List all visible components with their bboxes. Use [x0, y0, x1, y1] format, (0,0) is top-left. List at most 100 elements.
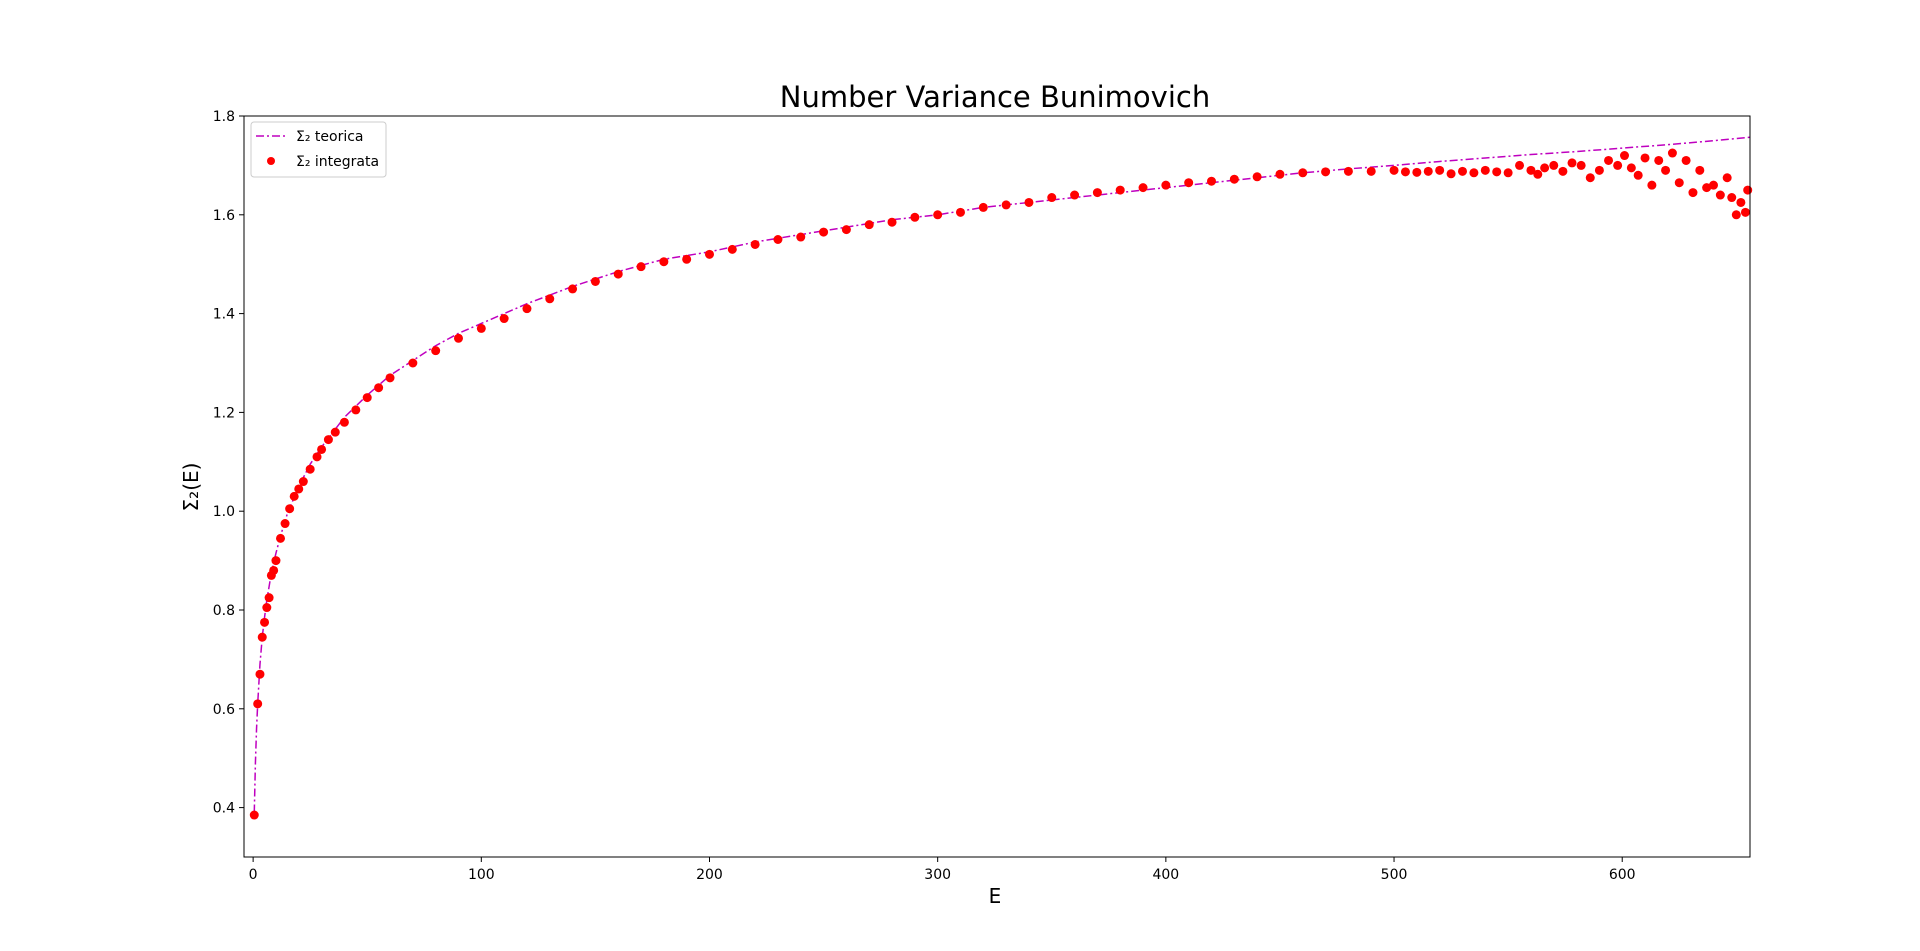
x-tick-label: 400: [1152, 867, 1179, 883]
x-tick-label: 0: [249, 867, 258, 883]
x-tick-label: 100: [468, 867, 495, 883]
data-point: [271, 556, 281, 566]
y-tick-label: 1.8: [213, 109, 235, 125]
data-point: [298, 477, 308, 487]
data-point: [1389, 165, 1399, 175]
data-point: [1252, 172, 1262, 182]
data-point: [323, 435, 333, 445]
data-point: [1047, 193, 1057, 203]
data-point: [1184, 178, 1194, 188]
data-point: [255, 669, 265, 679]
data-point: [1681, 155, 1691, 165]
data-point: [1503, 168, 1513, 178]
data-point: [1457, 166, 1467, 176]
data-point: [249, 810, 259, 820]
data-point: [1576, 160, 1586, 170]
data-point: [294, 484, 304, 494]
data-point: [317, 444, 327, 454]
data-point: [1620, 151, 1629, 161]
data-point: [260, 617, 270, 627]
data-point: [1298, 168, 1308, 178]
data-point: [1343, 166, 1353, 176]
data-point: [476, 323, 486, 333]
data-point: [1740, 207, 1750, 217]
data-point: [1688, 188, 1698, 198]
data-point: [312, 452, 322, 462]
data-point: [819, 227, 829, 237]
data-point: [1469, 168, 1479, 178]
data-point: [704, 249, 714, 259]
data-point: [955, 207, 965, 217]
data-point: [590, 276, 600, 286]
y-tick-label: 1.6: [213, 208, 235, 224]
data-point: [1567, 158, 1577, 168]
data-point: [1702, 183, 1712, 193]
data-point: [262, 603, 272, 613]
data-point: [1558, 166, 1568, 176]
data-point: [1435, 165, 1445, 175]
y-tick-label: 0.6: [213, 702, 235, 718]
data-point: [1412, 167, 1422, 177]
data-point: [1727, 193, 1737, 203]
data-point: [453, 333, 463, 343]
data-point: [1533, 169, 1543, 179]
data-point: [1400, 167, 1410, 177]
plot-area: [249, 136, 1753, 820]
data-point: [636, 262, 646, 272]
data-point: [522, 304, 532, 314]
data-point: [1161, 180, 1171, 190]
data-point: [1640, 153, 1650, 163]
data-point: [374, 383, 384, 393]
series-line-theory: [253, 136, 1751, 813]
legend-label-theory: Σ₂ teorica: [296, 129, 364, 145]
data-point: [1070, 190, 1080, 200]
y-axis-label: Σ₂(E): [179, 463, 203, 512]
data-point: [727, 244, 737, 254]
y-tick-label: 1.0: [213, 504, 235, 520]
data-point: [264, 593, 274, 603]
legend-marker-points: [267, 157, 275, 165]
data-point: [1024, 197, 1034, 207]
data-point: [545, 294, 555, 304]
data-point: [1604, 155, 1614, 165]
data-point: [1446, 169, 1456, 179]
data-point: [1654, 155, 1664, 165]
data-point: [1366, 166, 1376, 176]
data-point: [339, 417, 349, 427]
data-point: [351, 405, 361, 415]
data-point: [1667, 148, 1677, 158]
data-point: [978, 202, 988, 212]
data-point: [1708, 180, 1718, 190]
data-point: [269, 565, 279, 575]
plot-frame: [243, 115, 1751, 858]
data-point: [568, 284, 578, 294]
data-point: [1480, 165, 1490, 175]
data-point: [682, 254, 692, 264]
data-point: [276, 533, 286, 543]
data-point: [1736, 197, 1746, 207]
data-point: [330, 427, 340, 437]
data-point: [385, 373, 395, 383]
data-point: [257, 632, 267, 642]
data-point: [1613, 160, 1623, 170]
chart-title: Number Variance Bunimovich: [780, 80, 1210, 114]
x-tick-label: 600: [1609, 867, 1636, 883]
data-point: [1633, 170, 1643, 180]
data-point: [280, 519, 290, 529]
data-point: [613, 269, 623, 279]
data-point: [1206, 176, 1216, 186]
y-tick-label: 1.2: [213, 405, 235, 421]
data-point: [1661, 165, 1671, 175]
legend-label-points: Σ₂ integrata: [296, 154, 379, 170]
data-point: [841, 225, 851, 235]
legend: Σ₂ teorica Σ₂ integrata: [250, 121, 387, 178]
data-point: [289, 491, 299, 501]
data-point: [910, 212, 920, 222]
data-point: [1001, 200, 1011, 210]
y-axis: 0.4 0.6 0.8 1.0 1.2 1.4 1.6 1.8: [213, 109, 244, 817]
data-point: [1492, 167, 1502, 177]
data-point: [499, 314, 509, 324]
data-point: [1695, 165, 1705, 175]
data-point: [887, 217, 897, 227]
